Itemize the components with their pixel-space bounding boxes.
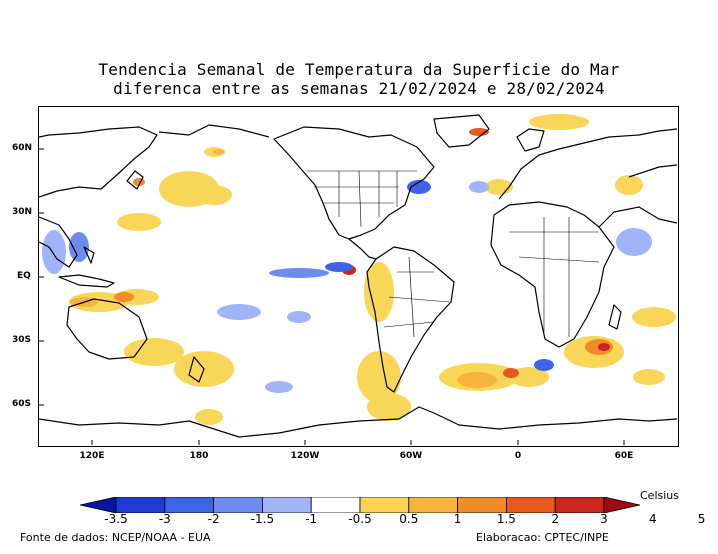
colorbar-tick-label: 4 <box>648 512 657 526</box>
colorbar-arrow-low <box>80 497 117 513</box>
warm-anomalies <box>69 114 676 425</box>
coastlines <box>39 114 677 438</box>
colorbar-tick-label: -3.5 <box>104 512 128 526</box>
colorbar-segment <box>359 497 410 513</box>
map-subtitle: diferenca entre as semanas 21/02/2024 e … <box>113 79 605 98</box>
colorbar-tick-label: 1.5 <box>496 512 516 526</box>
colorbar-segment <box>505 497 556 513</box>
colorbar-segment <box>164 497 215 513</box>
lon-label-120e: 120E <box>79 451 105 461</box>
colorbar <box>80 497 640 513</box>
cool-anomalies <box>42 180 652 393</box>
lat-label-eq: EQ <box>17 271 31 281</box>
colorbar-tick-label: 5 <box>697 512 706 526</box>
credit-note: Elaboracao: CPTEC/INPE <box>476 531 609 544</box>
colorbar-segment <box>261 497 312 513</box>
colorbar-tick-label: 0.5 <box>399 512 419 526</box>
colorbar-arrow-high <box>603 497 640 513</box>
lat-label-60n: 60N <box>12 143 33 153</box>
sst-anomaly-map <box>38 106 679 447</box>
lat-label-60s: 60S <box>12 399 32 409</box>
lon-label-0: 0 <box>514 451 522 461</box>
map-ticks <box>39 148 625 445</box>
colorbar-unit: Celsius <box>640 489 679 502</box>
colorbar-segment <box>213 497 263 513</box>
colorbar-tick-label: 1 <box>453 512 462 526</box>
data-source-note: Fonte de dados: NCEP/NOAA - EUA <box>20 531 211 544</box>
lon-label-180: 180 <box>189 451 209 461</box>
lon-label-60e: 60E <box>614 451 634 461</box>
colorbar-tick-label: -1 <box>305 512 318 526</box>
colorbar-tick-label: 3 <box>600 512 608 526</box>
colorbar-tick-label: -2 <box>207 512 220 526</box>
colorbar-segment <box>408 497 458 513</box>
colorbar-segment <box>115 497 166 513</box>
colorbar-tick-label: -3 <box>158 512 171 526</box>
map-canvas <box>39 114 677 445</box>
lat-label-30n: 30N <box>12 207 33 217</box>
colorbar-segment <box>310 497 361 513</box>
colorbar-tick-label: 2 <box>551 512 560 526</box>
colorbar-tick-label: -1.5 <box>250 512 275 526</box>
lon-label-60w: 60W <box>399 451 423 461</box>
lat-label-30s: 30S <box>12 335 32 345</box>
lon-label-120w: 120W <box>290 451 320 461</box>
country-borders <box>307 170 600 338</box>
map-title: Tendencia Semanal de Temperatura da Supe… <box>98 60 620 79</box>
colorbar-tick-label: -0.5 <box>348 512 372 526</box>
colorbar-segment <box>457 497 507 513</box>
colorbar-segment <box>554 497 605 513</box>
